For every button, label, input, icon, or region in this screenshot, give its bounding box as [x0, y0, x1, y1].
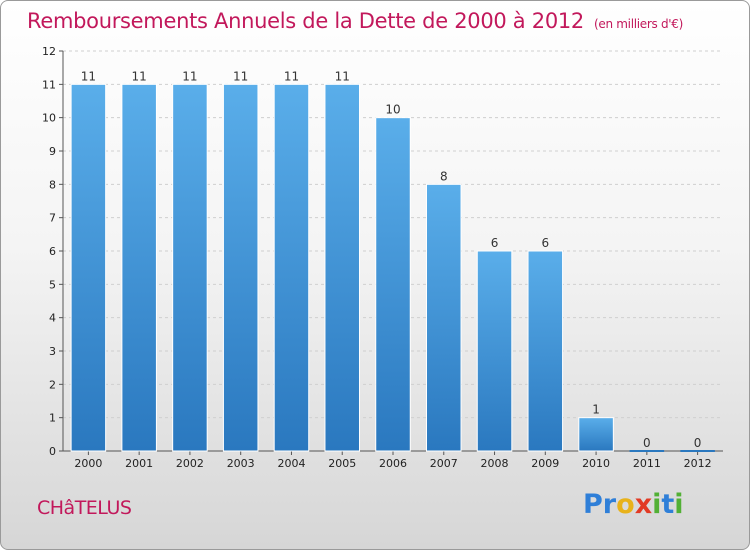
y-tick-label: 8 — [49, 178, 56, 191]
y-tick-label: 6 — [49, 245, 56, 258]
x-tick-label-2008: 2008 — [481, 457, 509, 470]
bars — [70, 83, 715, 452]
y-tick-label: 9 — [49, 145, 56, 158]
logo-letter-5: t — [661, 489, 675, 520]
city-name: CHâTELUS — [37, 497, 132, 519]
value-label-2002: 11 — [182, 69, 197, 83]
y-tick-label: 5 — [49, 278, 56, 291]
bar-2003 — [222, 83, 259, 452]
value-label-2012: 0 — [694, 436, 702, 450]
y-tick-label: 10 — [42, 112, 56, 125]
logo-letter-3: x — [634, 489, 653, 520]
value-label-2011: 0 — [643, 436, 651, 450]
value-label-2003: 11 — [233, 69, 248, 83]
y-tick-label: 7 — [49, 212, 56, 225]
bar-2007 — [426, 183, 462, 452]
bar-2005 — [324, 83, 360, 452]
value-label-2004: 11 — [284, 69, 299, 83]
value-label-2005: 11 — [335, 69, 350, 83]
bar-2009 — [527, 250, 564, 452]
x-tick-label-2007: 2007 — [430, 457, 458, 470]
value-label-2000: 11 — [81, 69, 96, 83]
value-label-2006: 10 — [385, 103, 400, 117]
x-tick-label-2004: 2004 — [277, 457, 305, 470]
bar-2004 — [273, 83, 310, 452]
y-tick-label: 12 — [42, 45, 56, 58]
bar-2001 — [121, 83, 157, 452]
x-tick-label-2001: 2001 — [125, 457, 153, 470]
x-tick-label-2006: 2006 — [379, 457, 407, 470]
chart-unit: (en milliers d'€) — [594, 17, 684, 31]
value-label-2008: 6 — [491, 236, 499, 250]
logo-letter-4: i — [652, 489, 662, 520]
y-tick-label: 2 — [49, 378, 56, 391]
x-tick-label-2009: 2009 — [531, 457, 559, 470]
value-label-2010: 1 — [592, 403, 600, 417]
x-tick-label-2005: 2005 — [328, 457, 356, 470]
logo-letter-0: P — [583, 489, 603, 520]
x-tick-label-2010: 2010 — [582, 457, 610, 470]
value-label-2001: 11 — [132, 69, 147, 83]
value-label-2007: 8 — [440, 169, 448, 183]
logo-letter-2: o — [616, 489, 635, 520]
x-tick-label-2000: 2000 — [74, 457, 102, 470]
proxiti-logo: Proxiti — [583, 489, 684, 520]
y-tick-label: 11 — [42, 78, 56, 91]
bar-2000 — [70, 83, 107, 452]
bar-2008 — [476, 250, 513, 452]
y-tick-label: 4 — [49, 312, 56, 325]
bar-2010 — [578, 417, 614, 452]
chart-title: Remboursements Annuels de la Dette de 20… — [27, 9, 683, 33]
bar-2002 — [172, 83, 208, 452]
bar-2006 — [375, 117, 411, 452]
x-tick-label-2003: 2003 — [227, 457, 255, 470]
chart-title-text: Remboursements Annuels de la Dette de 20… — [27, 9, 584, 33]
logo-letter-1: r — [602, 489, 617, 520]
value-label-2009: 6 — [541, 236, 549, 250]
x-tick-label-2002: 2002 — [176, 457, 204, 470]
y-tick-label: 0 — [49, 445, 56, 458]
logo-letter-6: i — [674, 489, 684, 520]
y-tick-label: 3 — [49, 345, 56, 358]
x-tick-label-2012: 2012 — [684, 457, 712, 470]
y-tick-label: 1 — [49, 412, 56, 425]
x-tick-label-2011: 2011 — [633, 457, 661, 470]
